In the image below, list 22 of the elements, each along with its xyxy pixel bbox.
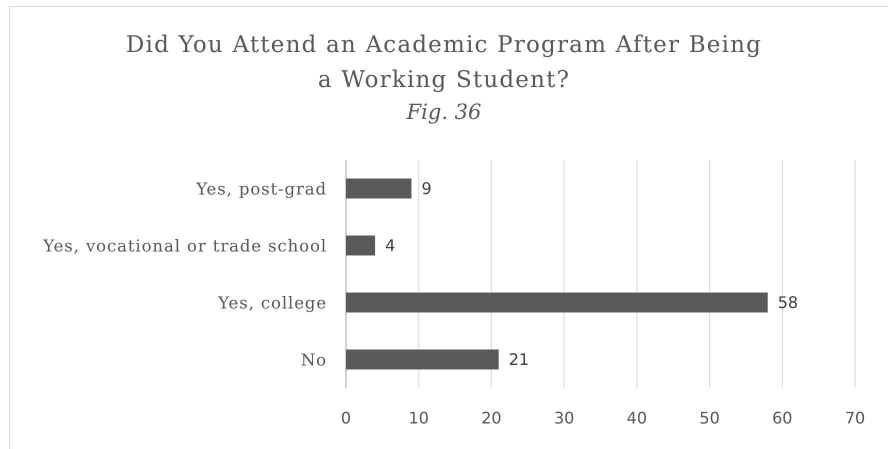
data-label: 4 [385,236,396,256]
x-tick-label: 0 [340,408,352,428]
y-tick-label: No [300,350,327,370]
x-tick-label: 40 [626,408,648,428]
data-label: 21 [508,350,530,370]
data-label: 58 [778,293,798,312]
y-tick-label: Yes, college [217,293,327,312]
y-tick-label: Yes, post-grad [195,179,327,198]
bar [346,292,768,312]
x-tick-label: 60 [772,408,792,428]
bar [346,178,412,198]
x-tick-label: 70 [844,408,866,428]
x-tick-label: 30 [554,408,574,428]
bar [346,236,376,256]
x-tick-label: 20 [481,408,502,428]
data-label: 9 [421,179,432,198]
x-tick-label: 50 [699,408,720,428]
chart-title: Did You Attend an Academic Program After Being a Working Student? [126,32,762,93]
y-tick-label: Yes, vocational or trade school [42,236,327,256]
bar [346,350,499,370]
x-tick-label: 10 [408,408,429,428]
chart-subtitle: Fig. 36 [406,100,482,124]
